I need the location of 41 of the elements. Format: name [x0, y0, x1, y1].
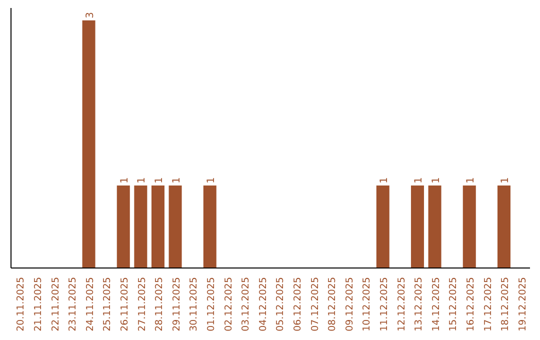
x-tick-label: 05.12.2025 — [275, 277, 286, 332]
x-tick-label: 08.12.2025 — [327, 277, 338, 332]
data-label: 1 — [119, 177, 130, 184]
data-label: 1 — [171, 177, 182, 184]
x-tick-label: 16.12.2025 — [465, 277, 476, 332]
data-label: 3 — [84, 12, 96, 18]
x-tick-label: 23.11.2025 — [68, 277, 79, 332]
x-tick-label: 03.12.2025 — [240, 277, 252, 332]
x-tick-label: 21.11.2025 — [32, 277, 44, 332]
x-tick-label: 27.11.2025 — [136, 277, 148, 332]
x-tick-label: 15.12.2025 — [448, 277, 460, 332]
data-label: 1 — [500, 177, 511, 184]
data-label: 1 — [154, 177, 165, 184]
data-label: 1 — [413, 177, 424, 184]
x-tick-label: 24.11.2025 — [84, 277, 96, 332]
x-tick-label: 04.12.2025 — [258, 277, 269, 332]
x-tick-label: 29.11.2025 — [171, 277, 182, 332]
x-tick-label: 07.12.2025 — [310, 277, 321, 332]
x-tick-label: 25.11.2025 — [102, 277, 114, 332]
x-tick-label: 12.12.2025 — [396, 277, 408, 332]
x-tick-label: 10.12.2025 — [362, 277, 373, 332]
data-label: 1 — [378, 177, 390, 184]
x-tick-label: 18.12.2025 — [500, 277, 512, 332]
x-tick-label: 11.12.2025 — [378, 277, 390, 332]
x-tick-label: 30.11.2025 — [188, 277, 200, 332]
x-tick-label: 17.12.2025 — [482, 277, 494, 332]
x-tick-label: 28.11.2025 — [154, 277, 166, 332]
x-tick-label: 01.12.2025 — [206, 277, 217, 332]
data-label: 1 — [430, 177, 442, 184]
x-tick-label: 06.12.2025 — [292, 277, 304, 332]
x-tick-label: 20.11.2025 — [16, 277, 27, 332]
data-label: 1 — [136, 177, 148, 184]
data-label: 1 — [206, 177, 217, 184]
x-tick-label: 19.12.2025 — [517, 277, 528, 332]
x-tick-label: 09.12.2025 — [344, 277, 356, 332]
x-tick-label: 14.12.2025 — [430, 277, 442, 332]
x-tick-label: 02.12.2025 — [223, 277, 234, 332]
x-tick-label: 26.11.2025 — [119, 277, 130, 332]
data-label: 1 — [465, 177, 476, 184]
x-tick-label: 22.11.2025 — [50, 277, 62, 332]
x-tick-label: 13.12.2025 — [414, 277, 425, 332]
